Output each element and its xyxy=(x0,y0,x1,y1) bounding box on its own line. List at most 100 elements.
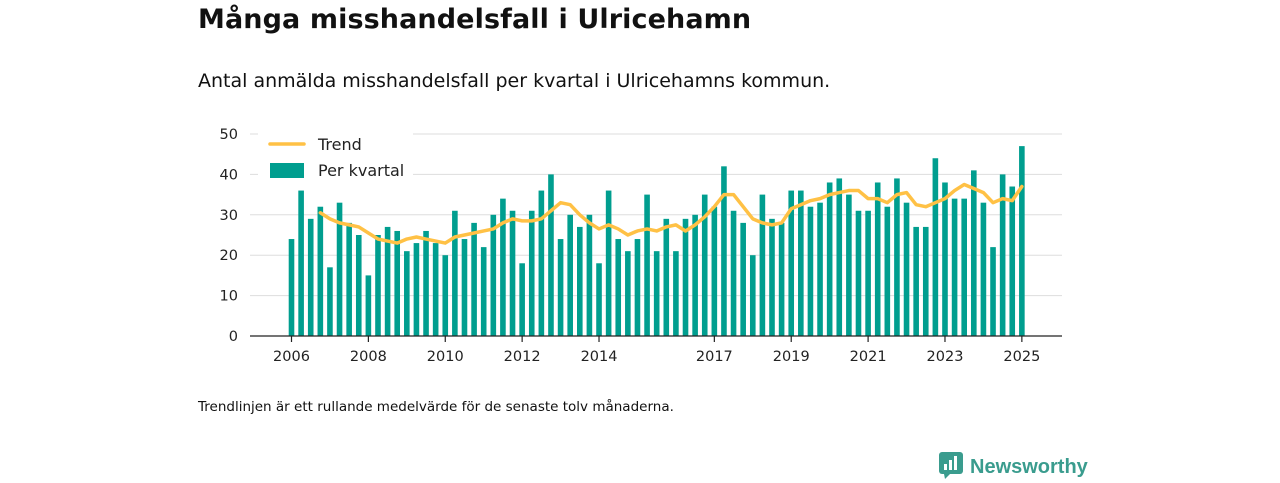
bar xyxy=(413,243,420,336)
bar xyxy=(490,214,497,336)
bar xyxy=(644,194,650,336)
bar xyxy=(452,210,458,336)
bar xyxy=(903,202,910,336)
x-tick-label: 2012 xyxy=(504,349,541,365)
bar xyxy=(336,202,343,336)
bar xyxy=(932,158,939,336)
bar xyxy=(538,190,545,336)
bar xyxy=(865,210,871,336)
brand-logo: Newsworthy xyxy=(938,451,1088,483)
bar xyxy=(826,182,833,336)
bar xyxy=(673,251,679,336)
chart-canvas: 0 10 20 30 40 50 2006 2008 2010 2012 2014 2017 2019… xyxy=(220,127,1062,365)
x-tick-label: 2025 xyxy=(1003,349,1040,365)
y-tick-label: 40 xyxy=(220,167,238,183)
x-tick-label: 2008 xyxy=(350,349,387,365)
bar xyxy=(692,214,698,336)
bar-series xyxy=(288,146,1025,336)
x-axis-ticks: 2006 2008 2010 2012 2014 2017 2019 2021 2023 2025 xyxy=(273,336,1040,365)
bar xyxy=(288,239,295,336)
bar xyxy=(596,263,602,336)
bar xyxy=(788,190,795,336)
y-tick-label: 10 xyxy=(220,289,238,305)
bar xyxy=(759,194,766,336)
bar xyxy=(942,182,948,336)
bar xyxy=(807,206,814,336)
bar xyxy=(461,239,468,336)
bar xyxy=(442,255,449,336)
bar xyxy=(605,190,612,336)
legend-trend-label: Trend xyxy=(317,135,362,154)
y-axis-ticks: 0 10 20 30 40 50 xyxy=(220,127,238,345)
y-tick-label: 20 xyxy=(220,248,238,264)
bar xyxy=(711,206,718,336)
bar xyxy=(769,218,775,336)
bar xyxy=(577,226,583,336)
bar xyxy=(951,198,958,336)
bar xyxy=(615,239,622,336)
bar xyxy=(990,247,996,336)
bar xyxy=(798,190,804,336)
y-tick-label: 30 xyxy=(220,208,238,224)
bar xyxy=(1009,186,1016,336)
bar xyxy=(298,190,304,336)
bar xyxy=(913,226,919,336)
bar xyxy=(567,214,573,336)
bar xyxy=(836,178,843,336)
chart-subtitle: Antal anmälda misshandelsfall per kvarta… xyxy=(198,70,831,92)
legend-background xyxy=(258,132,413,188)
bar xyxy=(778,222,785,336)
x-tick-label: 2019 xyxy=(773,349,810,365)
bar xyxy=(884,206,891,336)
x-tick-label: 2017 xyxy=(696,349,733,365)
bar xyxy=(999,174,1006,336)
bar xyxy=(365,275,372,336)
bar xyxy=(817,202,823,336)
x-tick-label: 2006 xyxy=(273,349,310,365)
bar xyxy=(874,182,881,336)
bar xyxy=(509,210,516,336)
bar xyxy=(961,198,967,336)
bar xyxy=(548,174,554,336)
legend: Trend Per kvartal xyxy=(258,132,413,188)
bar xyxy=(701,194,708,336)
bar xyxy=(384,226,391,336)
bar xyxy=(682,218,689,336)
bar xyxy=(894,178,900,336)
bar xyxy=(432,243,439,336)
brand-name: Newsworthy xyxy=(970,455,1088,478)
bar xyxy=(663,218,670,336)
bar xyxy=(500,198,506,336)
bar xyxy=(355,235,362,336)
x-tick-label: 2010 xyxy=(427,349,464,365)
bar xyxy=(922,226,929,336)
bar xyxy=(730,210,737,336)
x-tick-label: 2021 xyxy=(850,349,887,365)
bar xyxy=(307,218,314,336)
bar xyxy=(634,239,641,336)
bar xyxy=(721,166,727,336)
bar xyxy=(394,230,401,336)
bar xyxy=(740,222,746,336)
bar xyxy=(528,210,535,336)
bar xyxy=(980,202,987,336)
bar xyxy=(423,230,429,336)
bar xyxy=(327,267,333,336)
trend-line xyxy=(318,182,1024,245)
y-tick-label: 0 xyxy=(229,329,238,345)
bar xyxy=(375,235,381,336)
bar xyxy=(404,251,410,336)
bar xyxy=(625,251,631,336)
bar xyxy=(586,214,593,336)
bar xyxy=(1019,146,1025,336)
bar xyxy=(846,194,852,336)
legend-bar-swatch xyxy=(270,163,304,178)
bar xyxy=(471,222,477,336)
chart-title: Många misshandelsfall i Ulricehamn xyxy=(198,4,752,35)
footnote: Trendlinjen är ett rullande medelvärde f… xyxy=(198,399,674,415)
bar xyxy=(653,251,660,336)
legend-bar-label: Per kvartal xyxy=(318,161,404,180)
bar xyxy=(346,222,352,336)
newsworthy-logo-icon xyxy=(938,451,964,483)
bar xyxy=(480,247,487,336)
